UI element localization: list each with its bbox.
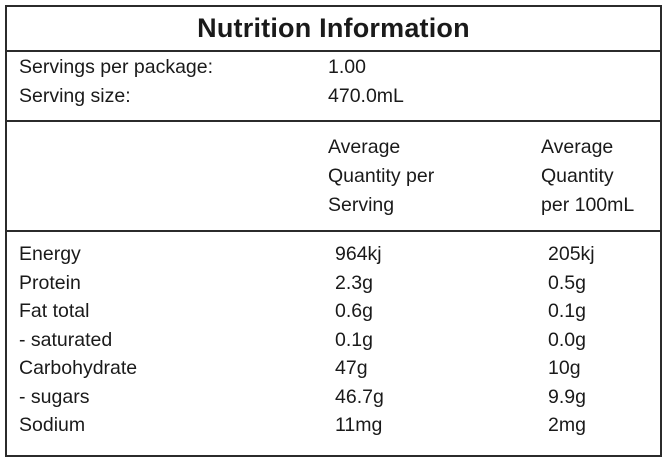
panel-title: Nutrition Information	[197, 13, 470, 43]
nutrition-panel: Nutrition Information Servings per packa…	[5, 5, 662, 457]
serving-size-value: 470.0mL	[328, 85, 404, 107]
column-header-per-100ml: Average Quantity per 100mL	[541, 136, 635, 216]
servings-divider	[7, 120, 660, 122]
header-divider	[7, 230, 660, 232]
nutrient-value-per-100ml: 0.5g	[548, 271, 586, 294]
servings-per-package-label: Servings per package:	[19, 56, 214, 78]
nutrient-name: Protein	[19, 271, 81, 294]
nutrient-name: Carbohydrate	[19, 357, 138, 379]
nutrient-value-per-100ml: 0.1g	[548, 300, 586, 322]
nutrient-value-per-serving: 964kj	[335, 243, 382, 265]
nutrient-name: Sodium	[19, 414, 86, 436]
nutrient-value-per-serving: 0.1g	[335, 328, 373, 351]
nutrient-value-per-100ml: 0.0g	[548, 328, 586, 351]
column-header-per-serving: Average Quantity per Serving	[328, 136, 435, 216]
nutrient-value-per-serving: 46.7g	[335, 385, 384, 408]
nutrient-name: - sugars	[19, 385, 90, 408]
nutrient-value-per-serving: 2.3g	[335, 271, 373, 294]
title-divider	[7, 50, 660, 52]
nutrient-name: - saturated	[19, 328, 113, 351]
serving-size-label: Serving size:	[19, 85, 131, 107]
nutrient-value-per-100ml: 9.9g	[548, 385, 586, 408]
nutrient-value-per-100ml: 2mg	[548, 414, 586, 436]
nutrient-value-per-serving: 11mg	[335, 414, 383, 436]
nutrient-value-per-100ml: 205kj	[548, 243, 595, 265]
nutrient-name: Energy	[19, 243, 81, 265]
nutrient-value-per-serving: 47g	[335, 357, 368, 379]
nutrient-value-per-100ml: 10g	[548, 357, 581, 379]
nutrient-name: Fat total	[19, 300, 90, 322]
nutrient-value-per-serving: 0.6g	[335, 300, 373, 322]
servings-per-package-value: 1.00	[328, 56, 366, 78]
